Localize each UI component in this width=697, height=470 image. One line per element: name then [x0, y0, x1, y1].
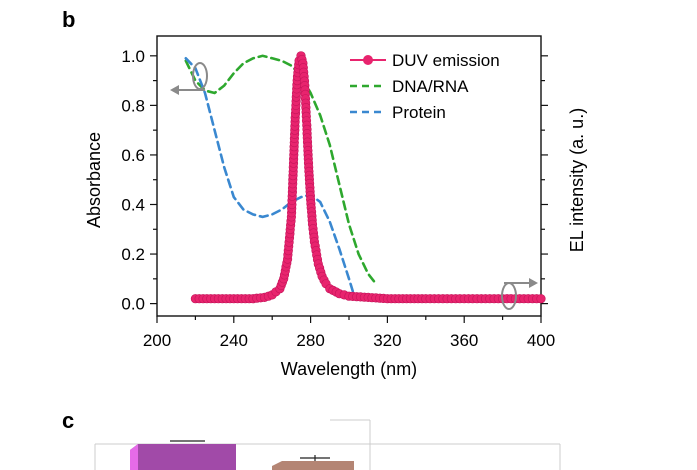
y-axis-label-right: EL intensity (a. u.) — [567, 108, 587, 252]
x-axis-label: Wavelength (nm) — [281, 359, 417, 379]
legend-label: Protein — [392, 103, 446, 122]
x-tick-label: 200 — [143, 331, 171, 350]
series-duv-emission-line — [195, 52, 541, 300]
x-axis-ticks: 200 240 280 320 360 400 — [143, 316, 555, 350]
y-tick-label: 0.0 — [121, 295, 145, 314]
right-arrow-head — [529, 278, 538, 288]
duv-emission-point — [536, 294, 546, 304]
x-tick-label: 320 — [373, 331, 401, 350]
legend-swatch-marker-duv-emission — [363, 55, 373, 65]
legend: DUV emission DNA/RNA Protein — [350, 51, 500, 122]
y-axis-ticks: 0.0 0.2 0.4 0.6 0.8 1.0 — [121, 47, 157, 314]
bar-3d-brown — [272, 461, 354, 470]
panel-label-b: b — [62, 7, 75, 32]
y-tick-label: 0.6 — [121, 146, 145, 165]
y-tick-label: 0.2 — [121, 245, 145, 264]
y-tick-label: 0.8 — [121, 96, 145, 115]
legend-label: DUV emission — [392, 51, 500, 70]
plot-border — [156, 35, 542, 317]
x-tick-label: 280 — [296, 331, 324, 350]
y-tick-label: 1.0 — [121, 47, 145, 66]
series-layer — [184, 51, 546, 304]
series-dna-rna-line — [184, 54, 376, 283]
left-arrow-head — [170, 85, 179, 95]
x-tick-label: 240 — [220, 331, 248, 350]
right-axis-ticks — [541, 55, 548, 305]
panel-label-c: c — [62, 408, 74, 433]
y-axis-label-left: Absorbance — [84, 132, 104, 228]
panel-c-3d-chart-fragment — [94, 419, 561, 470]
x-tick-label: 400 — [527, 331, 555, 350]
bar-3d-purple — [130, 444, 236, 470]
x-tick-label: 360 — [450, 331, 478, 350]
axis-indicator-arrows — [170, 62, 538, 310]
plot-frame — [156, 35, 542, 317]
series-protein-line — [184, 57, 355, 293]
bar-3d-purple-side — [130, 444, 138, 470]
legend-label: DNA/RNA — [392, 77, 469, 96]
y-tick-label: 0.4 — [121, 195, 145, 214]
